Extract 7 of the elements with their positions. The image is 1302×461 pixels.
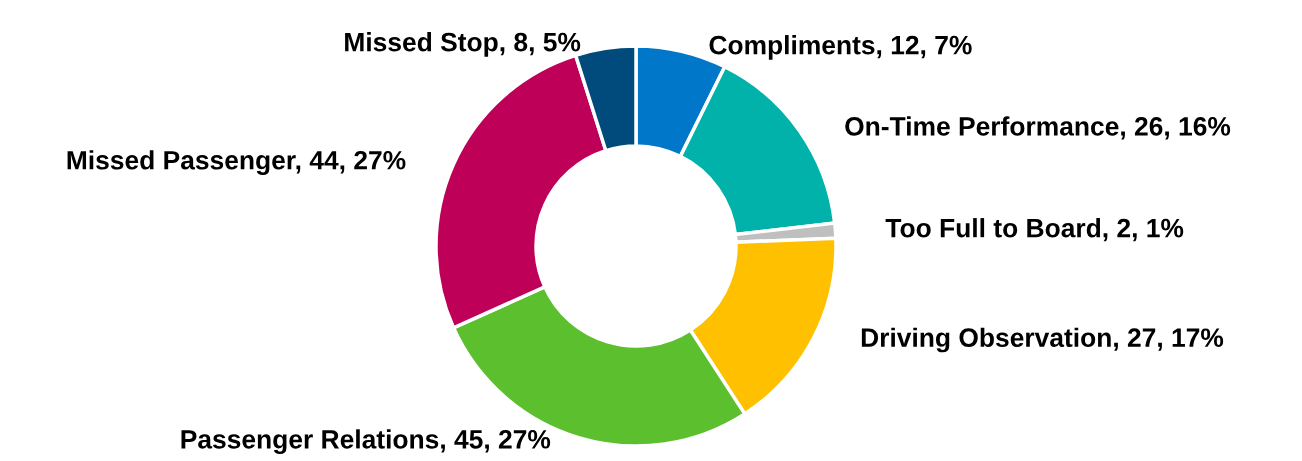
slice-label: Too Full to Board, 2, 1% [885,218,1184,242]
slice-label: Missed Passenger, 44, 27% [67,150,406,175]
slice-label: Compliments, 12, 7% [709,35,972,60]
slice-label: Missed Stop, 8, 5% [345,32,581,57]
slice-label: On-Time Performance, 26, 16% [845,116,1231,140]
slice-label: Driving Observation, 27, 17% [861,327,1224,353]
slice-label: Passenger Relations, 45, 27% [181,429,551,454]
